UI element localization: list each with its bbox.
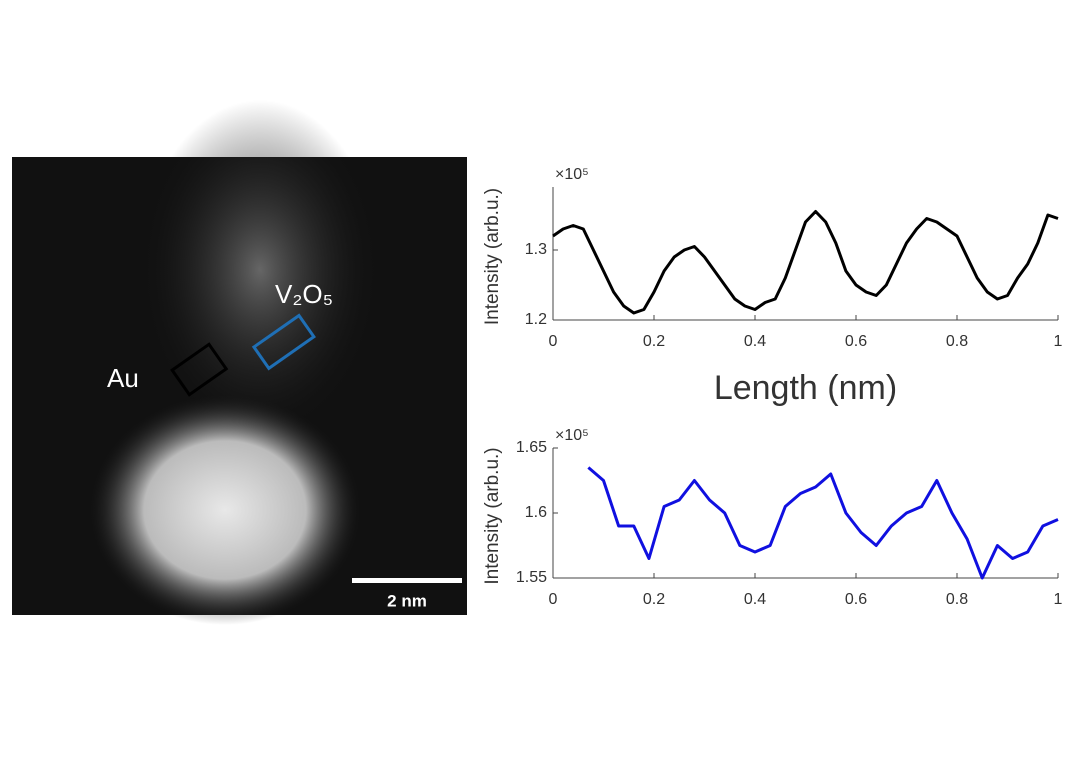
x-tick-label: 0.4	[744, 333, 766, 350]
x-tick-label: 0.8	[946, 591, 968, 608]
au-box	[170, 342, 229, 397]
x-tick-label: 0	[549, 591, 558, 608]
line-series	[552, 210, 1059, 315]
y-tick-label: 1.6	[525, 504, 547, 521]
x-tick-label: 1	[1054, 591, 1063, 608]
y-axis-label: Intensity (arb.u.)	[482, 447, 503, 584]
label: Au	[107, 363, 139, 393]
line-series	[587, 466, 1059, 580]
label: V₂O₅	[275, 279, 333, 309]
v2o5-box	[251, 313, 316, 371]
x-tick-label: 0.2	[643, 591, 665, 608]
micrograph: Au V₂O₅ 2 nm	[12, 100, 467, 625]
y-axis-label: Intensity (arb.u.)	[482, 188, 503, 325]
y-tick-label: 1.3	[525, 241, 547, 258]
scale-bar	[352, 578, 462, 583]
x-tick-label: 0.6	[845, 333, 867, 350]
exponent: ×10⁵	[555, 427, 589, 444]
exponent: ×10⁵	[555, 166, 589, 183]
x-tick-label: 0	[549, 333, 558, 350]
y-tick-label: 1.2	[525, 311, 547, 328]
x-axis-label: Length (nm)	[714, 369, 897, 407]
y-tick-label: 1.65	[516, 439, 547, 456]
x-tick-label: 0.6	[845, 591, 867, 608]
x-tick-label: 0.2	[643, 333, 665, 350]
y-tick-label: 1.55	[516, 569, 547, 586]
scale-label: 2 nm	[387, 591, 427, 610]
x-tick-label: 0.8	[946, 333, 968, 350]
x-tick-label: 0.4	[744, 591, 766, 608]
x-tick-label: 1	[1054, 333, 1063, 350]
